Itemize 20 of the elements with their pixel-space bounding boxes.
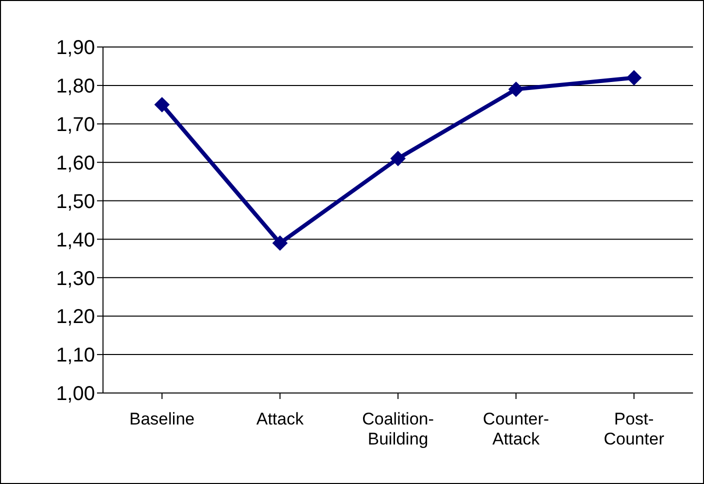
x-tick-label: Coalition-Building [362,409,434,449]
y-tick-label: 1,90 [56,37,95,60]
y-tick-label: 1,50 [56,190,95,213]
y-tick-label: 1,20 [56,306,95,328]
y-tick-label: 1,70 [56,114,95,136]
x-tick-label: Counter-Attack [482,409,550,449]
x-tick-label: Attack [256,409,304,428]
point [272,236,288,251]
y-tick-label: 1,30 [56,268,95,290]
x-tick-label: Baseline [129,409,195,428]
point [626,70,642,86]
y-tick-label: 1,10 [56,344,95,367]
point [154,97,170,112]
y-tick-label: 1,60 [56,152,95,174]
y-tick-label: 1,80 [56,76,95,98]
y-tick-label: 1,40 [56,229,95,252]
x-tick-label: Post-Counter [604,409,665,449]
y-tick-label: 1,00 [56,383,95,406]
point [508,82,524,97]
point [390,150,406,166]
